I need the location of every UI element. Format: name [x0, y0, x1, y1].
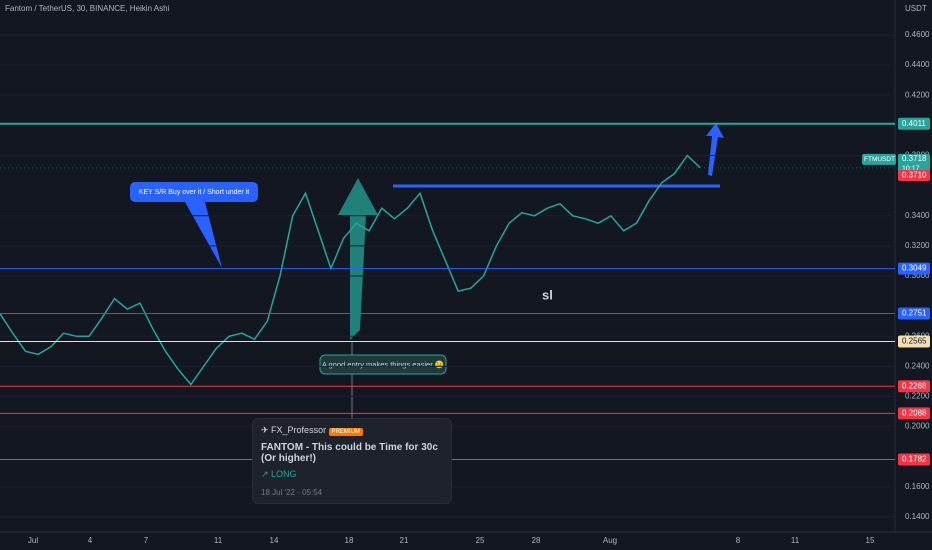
idea-card[interactable]: ✈ FX_Professor PREMIUM FANTOM - This cou… — [252, 418, 452, 504]
level-label: 0.3049 — [902, 264, 927, 273]
up-arrow — [338, 178, 378, 340]
level-label: 0.2565 — [902, 337, 927, 346]
time-tick: 14 — [270, 536, 279, 545]
price-tick: 0.1600 — [905, 482, 930, 491]
level-tag — [898, 335, 930, 348]
price-label: 0.3718 — [902, 154, 927, 163]
time-tick: 11 — [791, 536, 800, 545]
level-label: 0.1782 — [902, 455, 927, 464]
time-tick: Aug — [603, 536, 617, 545]
price-tag — [898, 153, 930, 175]
badge: PREMIUM — [328, 428, 363, 436]
sl-label: sl — [542, 287, 553, 302]
key-callout — [130, 182, 258, 202]
currency: USDT — [905, 4, 927, 13]
price-tick: 0.3400 — [905, 211, 930, 220]
time-tick: 21 — [400, 536, 409, 545]
entry-callout — [319, 354, 447, 375]
time-tick: 11 — [214, 536, 223, 545]
level-label: 0.4011 — [902, 119, 926, 128]
idea-direction: ↗ LONG — [261, 469, 297, 479]
time-tick: 28 — [532, 536, 541, 545]
ma-tag — [898, 170, 930, 182]
price-tick: 0.1400 — [905, 512, 930, 521]
level-label: 0.2268 — [902, 381, 927, 390]
symbol-header: Fantom / TetherUS, 30, BINANCE, Heikin A… — [5, 4, 170, 13]
countdown: 10:17 — [902, 166, 920, 173]
level-tag — [898, 307, 930, 320]
time-tick: 7 — [144, 536, 149, 545]
symbol-tag — [862, 153, 896, 165]
idea-date: 18 Jul '22 - 05:54 — [261, 488, 323, 497]
key-text: KEY S/R Buy over it / Short under it — [139, 189, 249, 196]
target-arrow — [706, 123, 724, 176]
time-tick: 8 — [736, 536, 741, 545]
entry-text: A good entry makes things easier 😉 — [322, 360, 444, 369]
price-tick: 0.2000 — [905, 422, 930, 431]
price-tick: 0.2200 — [905, 392, 930, 401]
time-tick: 15 — [866, 536, 875, 545]
level-label: 0.2088 — [902, 408, 927, 417]
level-label: 0.2751 — [902, 309, 927, 318]
author: FX_Professor — [271, 425, 327, 435]
level-tag — [898, 262, 930, 275]
ma-label: 0.3710 — [902, 171, 927, 180]
price-tick: 0.4400 — [905, 60, 930, 69]
time-tick: 18 — [345, 536, 354, 545]
time-tick: Jul — [28, 536, 38, 545]
price-tick: 0.2400 — [905, 361, 930, 370]
level-tag — [898, 380, 930, 393]
author-row: ✈ FX_Professor PREMIUM — [261, 425, 443, 436]
price-tick: 0.4600 — [905, 30, 930, 39]
symbol-label: FTMUSDT — [864, 156, 895, 163]
time-tick: 25 — [476, 536, 485, 545]
price-line — [0, 154, 701, 386]
price-tick: 0.4200 — [905, 90, 930, 99]
level-tag — [898, 407, 930, 420]
price-tick: 0.3000 — [905, 271, 930, 280]
level-tag — [898, 117, 930, 130]
idea-title: FANTOM - This could be Time for 30c (Or … — [261, 442, 438, 464]
time-tick: 4 — [88, 536, 93, 545]
price-tick: 0.3200 — [905, 241, 930, 250]
key-pointer — [185, 202, 222, 268]
level-tag — [898, 453, 930, 466]
